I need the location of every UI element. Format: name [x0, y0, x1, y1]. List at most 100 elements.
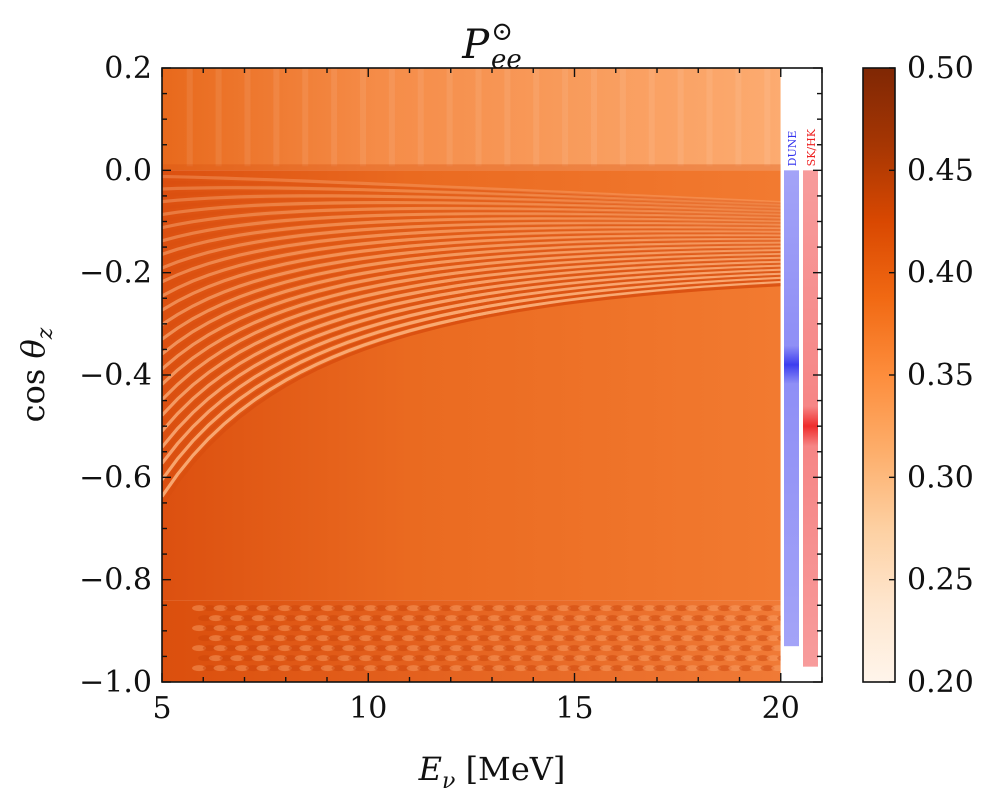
x-tick-label: 15 [555, 691, 593, 726]
colorbar-ticks: 0.50 0.45 0.40 0.35 0.30 0.25 0.20 [889, 51, 974, 700]
core-cell [599, 605, 614, 612]
core-cell [267, 665, 282, 672]
core-cell [653, 605, 668, 612]
core-cell [331, 665, 346, 672]
core-cell [653, 665, 668, 672]
dune-exposure-bar [784, 170, 799, 647]
core-cell [460, 645, 475, 652]
core-cell [594, 615, 609, 622]
core-cell [198, 635, 213, 642]
core-cell [498, 635, 513, 642]
core-cell [503, 645, 518, 652]
core-cell [648, 615, 663, 622]
mantle-band [162, 239, 781, 334]
core-cell [664, 625, 679, 632]
core-cell [552, 635, 567, 642]
core-cell [739, 605, 754, 612]
core-cell [739, 645, 754, 652]
mantle-band [162, 204, 781, 223]
core-cell [219, 655, 234, 662]
core-cell [455, 615, 470, 622]
core-cell [760, 665, 775, 672]
core-cell [230, 615, 245, 622]
core-cell [310, 665, 325, 672]
core-cell [728, 625, 743, 632]
core-cell [481, 645, 496, 652]
mantle-band [162, 278, 781, 489]
core-cell [401, 615, 416, 622]
core-cell [653, 625, 668, 632]
core-cell [627, 635, 642, 642]
core-cell [513, 665, 528, 672]
core-cell [481, 625, 496, 632]
colorbar-tick-label: 0.50 [907, 51, 974, 86]
core-cell [680, 655, 695, 662]
core-cell [406, 625, 421, 632]
core-cell [685, 625, 700, 632]
x-tick-label: 10 [349, 691, 387, 726]
core-cell [305, 615, 320, 622]
core-cell [659, 615, 674, 622]
core-cell [749, 605, 764, 612]
core-cell [567, 645, 582, 652]
core-cell [664, 605, 679, 612]
core-cell [412, 655, 427, 662]
core-cell [224, 625, 239, 632]
core-cell [385, 625, 400, 632]
core-cell [444, 655, 459, 662]
core-cell [438, 605, 453, 612]
core-cell [664, 665, 679, 672]
core-cell [777, 655, 781, 661]
core-cell [342, 605, 357, 612]
core-cell [245, 665, 260, 672]
mantle-band [162, 186, 781, 208]
core-cell [487, 615, 502, 622]
day-band [273, 68, 280, 167]
core-cell [337, 615, 352, 622]
core-cell [192, 665, 207, 672]
core-cell [395, 645, 410, 652]
core-cell [492, 625, 507, 632]
core-cell [326, 655, 341, 662]
core-cell [353, 665, 367, 672]
core-cell [273, 655, 288, 662]
core-cell [685, 665, 700, 672]
mantle-band [162, 181, 781, 206]
core-cell [385, 605, 400, 612]
core-cell [460, 605, 475, 612]
core-cell [310, 625, 325, 632]
mantle-band [162, 197, 781, 213]
core-cell [438, 625, 453, 632]
core-cell [385, 665, 400, 672]
core-cell [353, 645, 367, 652]
core-cell [369, 635, 384, 642]
core-cell [610, 625, 625, 632]
mantle-band [162, 268, 781, 449]
core-cell [680, 635, 695, 642]
core-cell [755, 635, 770, 642]
core-cell [588, 625, 603, 632]
core-cell [524, 665, 539, 672]
core-cell [524, 605, 539, 612]
core-cell [434, 655, 449, 662]
core-cell [288, 665, 303, 672]
colorbar-tick-label: 0.35 [907, 358, 974, 393]
core-cell [342, 625, 357, 632]
core-cell [530, 615, 545, 622]
core-cell [369, 615, 384, 622]
core-cell [417, 645, 432, 652]
day-band [215, 68, 222, 167]
core-cell [588, 605, 603, 612]
core-cell [492, 645, 507, 652]
core-cell [310, 605, 325, 612]
core-cell [562, 635, 577, 642]
core-cell [621, 665, 636, 672]
mantle-band [162, 241, 781, 341]
mantle-band [162, 280, 781, 498]
core-cell [353, 605, 367, 612]
day-band [388, 68, 395, 167]
core-cell [401, 655, 416, 662]
core-cell [417, 605, 432, 612]
day-band [764, 68, 771, 167]
core-cell [771, 625, 781, 632]
